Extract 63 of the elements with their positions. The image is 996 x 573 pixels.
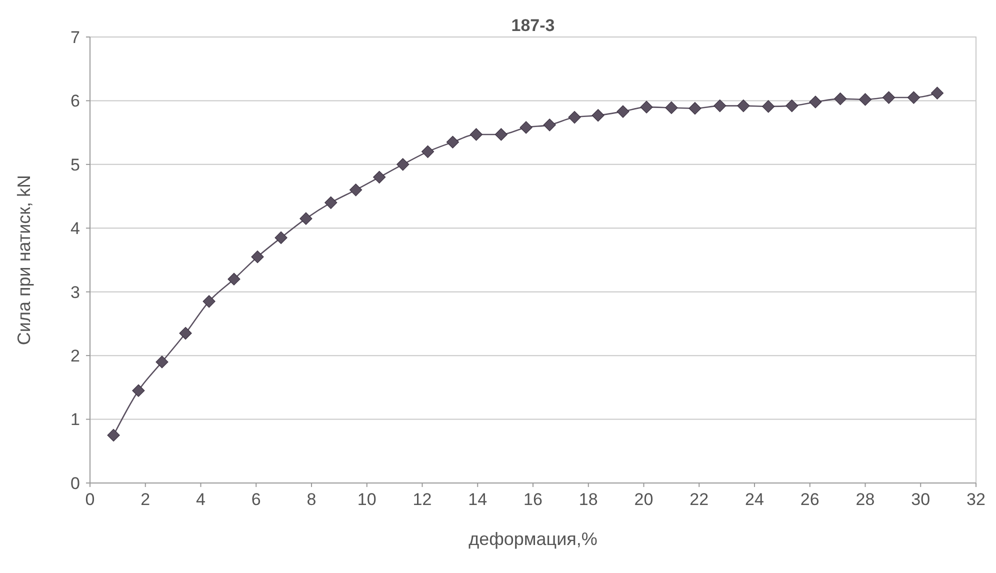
- point: [640, 100, 653, 114]
- x-tick-label: 30: [911, 490, 930, 509]
- point: [930, 86, 944, 100]
- x-axis-title: деформация,%: [468, 529, 598, 549]
- point: [421, 145, 434, 158]
- point: [132, 384, 145, 397]
- point: [494, 128, 508, 141]
- point: [762, 100, 775, 113]
- point: [543, 118, 556, 132]
- point: [737, 100, 750, 112]
- y-tick-label: 4: [70, 219, 80, 238]
- point: [907, 91, 920, 104]
- y-tick-label: 5: [70, 155, 80, 174]
- point: [616, 105, 630, 118]
- x-tick-label: 14: [468, 490, 488, 509]
- point: [396, 158, 410, 171]
- y-tick-label: 6: [70, 92, 80, 111]
- point: [373, 170, 386, 184]
- point: [202, 295, 216, 308]
- x-tick-label: 8: [306, 490, 316, 509]
- point: [568, 110, 581, 124]
- y-tick-label: 1: [70, 410, 80, 430]
- point: [834, 92, 847, 106]
- point: [592, 109, 604, 122]
- y-tick-label: 0: [70, 474, 80, 493]
- x-tick-label: 0: [85, 490, 95, 509]
- x-tick-label: 26: [800, 490, 820, 509]
- x-tick-label: 24: [745, 490, 764, 509]
- x-tick-label: 12: [412, 490, 432, 509]
- point: [858, 93, 872, 106]
- y-axis-title: Сила при натиск, kN: [14, 174, 34, 346]
- y-tick-label: 3: [70, 282, 80, 302]
- point: [156, 356, 168, 368]
- x-tick-label: 32: [966, 490, 986, 509]
- point: [350, 184, 362, 196]
- point: [251, 250, 264, 264]
- x-tick-label: 22: [690, 490, 709, 509]
- point: [228, 272, 240, 286]
- point: [520, 121, 532, 134]
- point: [470, 128, 483, 141]
- point: [300, 212, 312, 225]
- y-tick-label: 7: [70, 28, 80, 47]
- x-tick-label: 2: [140, 490, 150, 509]
- point: [786, 100, 798, 112]
- x-tick-label: 16: [524, 490, 542, 509]
- point: [882, 91, 896, 104]
- y-tick-label: 2: [70, 346, 80, 366]
- x-tick-label: 20: [634, 490, 654, 509]
- x-tick-label: 28: [856, 490, 875, 509]
- point: [809, 96, 822, 108]
- point: [179, 326, 192, 340]
- point: [665, 101, 678, 114]
- x-tick-label: 18: [578, 490, 598, 509]
- x-tick-label: 4: [196, 490, 206, 509]
- point: [274, 231, 288, 244]
- point: [714, 100, 726, 112]
- point: [446, 136, 460, 148]
- point: [688, 102, 702, 115]
- point: [107, 428, 120, 442]
- point: [324, 196, 338, 209]
- x-tick-label: 10: [357, 490, 376, 509]
- x-tick-label: 6: [251, 490, 261, 509]
- chart-title: 187-3: [511, 16, 555, 35]
